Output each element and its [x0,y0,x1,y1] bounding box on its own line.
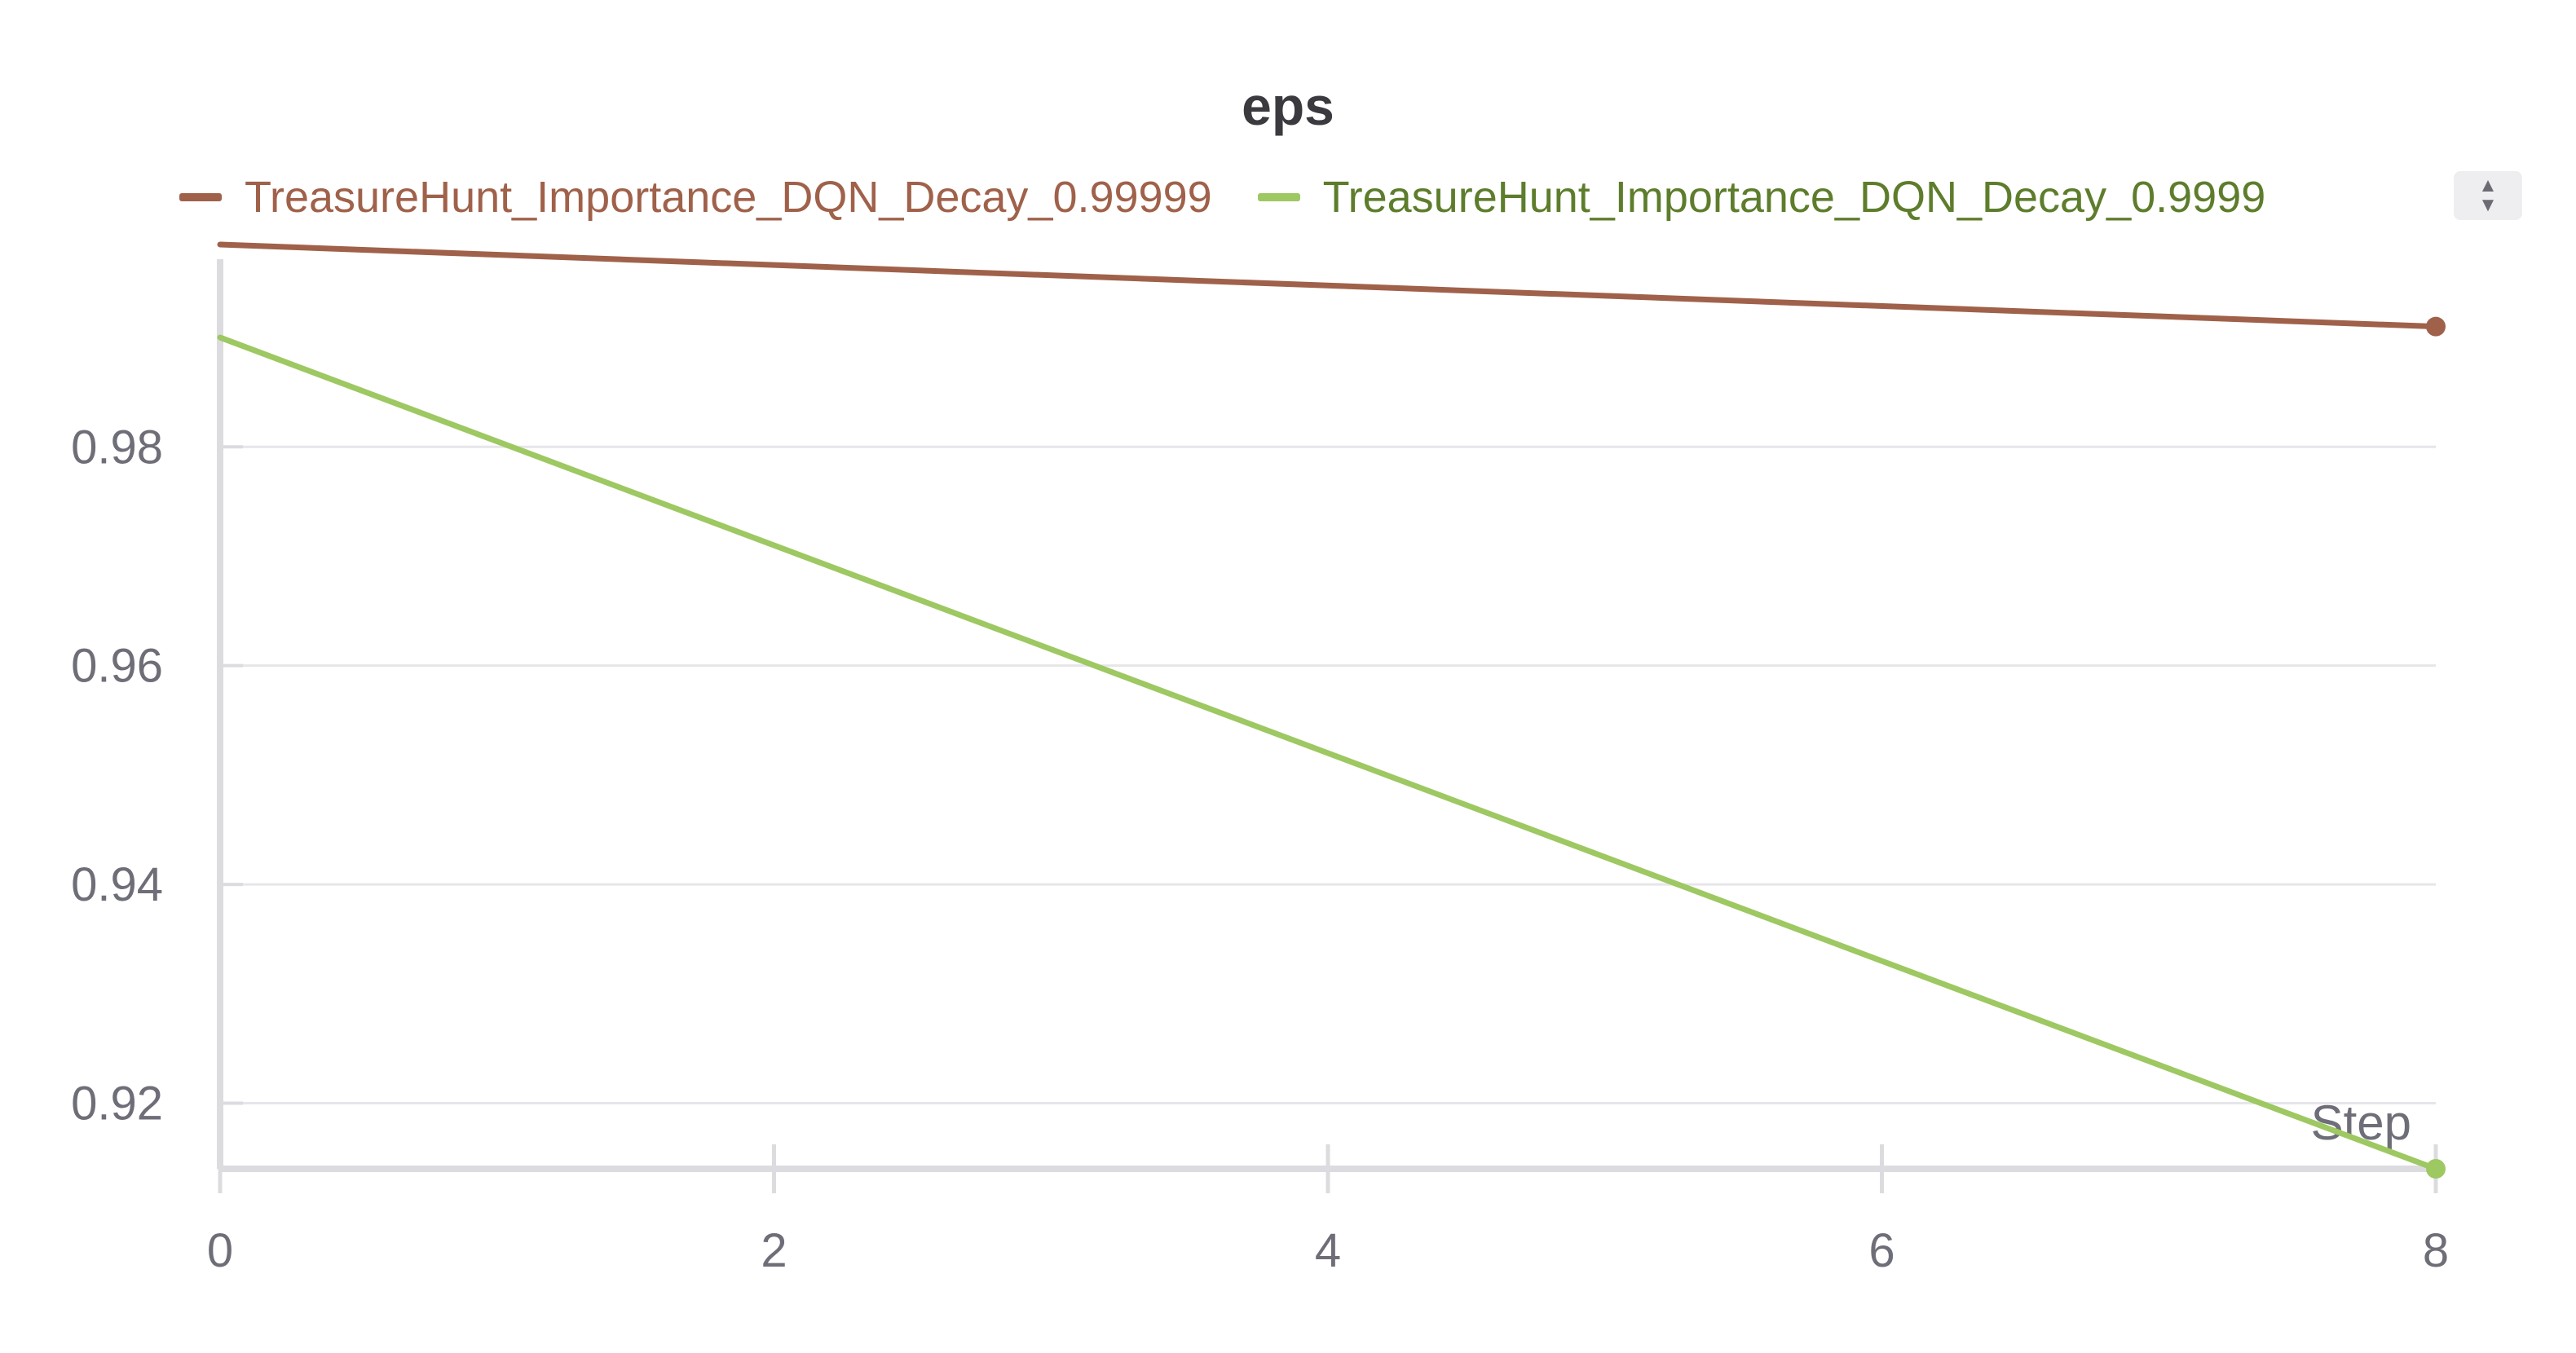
legend: TreasureHunt_Importance_DQN_Decay_0.9999… [179,165,2311,230]
chart-title: eps [1242,76,1334,136]
y-tick-label: 0.96 [71,640,163,693]
chevron-down-icon: ▼ [2478,194,2498,216]
series-line-2 [217,334,2439,1172]
legend-label-series-2: TreasureHunt_Importance_DQN_Decay_0.9999 [1322,173,2266,222]
y-tick-label: 0.98 [71,421,163,474]
chevron-up-icon: ▲ [2478,174,2498,196]
series-end-point-2 [2426,1159,2446,1179]
legend-swatch-series-1 [179,193,222,201]
x-tick-label: 4 [1315,1224,1341,1277]
legend-scroll-button[interactable]: ▲ ▼ [2454,171,2522,220]
legend-item-series-1[interactable]: TreasureHunt_Importance_DQN_Decay_0.9999… [179,172,1212,223]
legend-item-series-2[interactable]: TreasureHunt_Importance_DQN_Decay_0.9999 [1257,172,2266,223]
legend-swatch-series-2 [1257,193,1300,201]
x-tick-label: 0 [207,1224,233,1277]
series-end-point-1 [2426,316,2446,337]
x-tick-label: 6 [1868,1224,1895,1277]
series-line-1 [217,241,2439,330]
x-tick-label: 8 [2423,1224,2449,1277]
y-tick-label: 0.92 [71,1077,163,1130]
legend-label-series-1: TreasureHunt_Importance_DQN_Decay_0.9999… [245,173,1212,222]
y-tick-label: 0.94 [71,858,163,911]
x-tick-label: 2 [761,1224,787,1277]
